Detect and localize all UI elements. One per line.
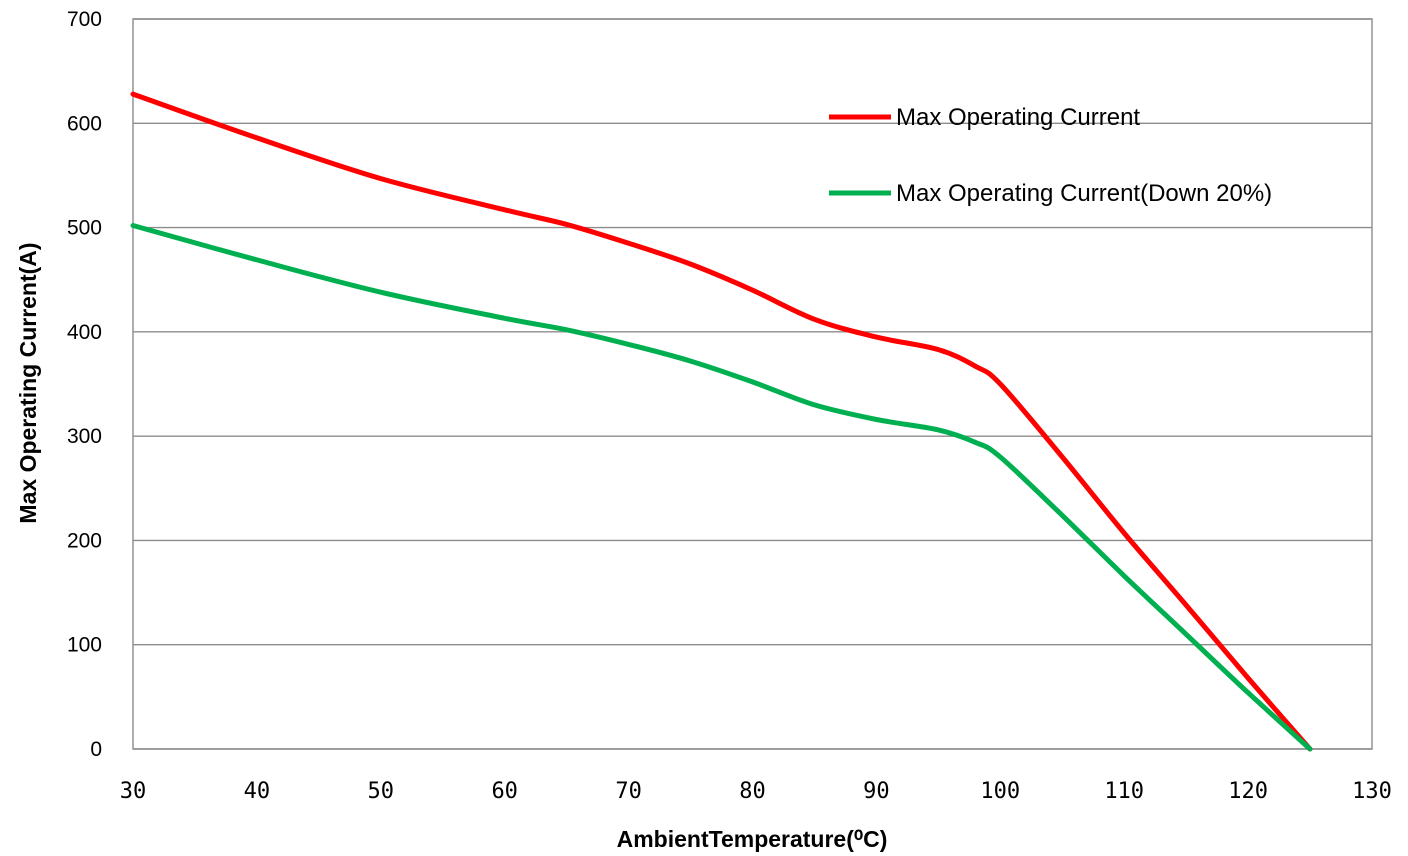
legend: Max Operating Current Max Operating Curre… xyxy=(829,104,1272,207)
y-tick-label: 200 xyxy=(67,529,102,552)
x-tick-label: 50 xyxy=(368,779,395,804)
plot-area-frame xyxy=(132,18,1373,750)
y-tick-label: 400 xyxy=(67,321,102,344)
x-tick-label: 60 xyxy=(491,779,518,804)
gridlines xyxy=(133,18,1372,750)
x-tick-label: 130 xyxy=(1352,779,1392,804)
y-tick-label: 700 xyxy=(67,8,102,31)
x-tick-label: 70 xyxy=(615,779,642,804)
series-lines xyxy=(130,91,1313,752)
x-axis-ticks: 30 40 50 60 70 80 90 100 110 120 130 xyxy=(120,779,1392,804)
y-axis-title: Max Operating Current(A) xyxy=(15,242,41,523)
x-tick-label: 40 xyxy=(244,779,271,804)
legend-label: Max Operating Current(Down 20%) xyxy=(896,180,1272,207)
legend-entry-1: Max Operating Current xyxy=(829,104,1140,131)
x-axis-title: AmbientTemperature(⁰C) xyxy=(617,826,888,852)
legend-label: Max Operating Current xyxy=(896,104,1140,131)
y-axis-ticks: 0 100 200 300 400 500 600 700 xyxy=(67,8,102,761)
x-tick-label: 100 xyxy=(980,779,1020,804)
x-tick-label: 110 xyxy=(1104,779,1144,804)
y-tick-label: 100 xyxy=(67,634,102,657)
y-tick-label: 600 xyxy=(67,112,102,135)
x-tick-label: 120 xyxy=(1228,779,1268,804)
series-line-2 xyxy=(130,223,1313,752)
legend-entry-2: Max Operating Current(Down 20%) xyxy=(829,180,1272,207)
y-tick-label: 500 xyxy=(67,217,102,240)
series-line-1 xyxy=(130,91,1313,752)
x-tick-label: 90 xyxy=(863,779,890,804)
y-tick-label: 0 xyxy=(90,738,102,761)
y-tick-label: 300 xyxy=(67,425,102,448)
x-tick-label: 80 xyxy=(739,779,766,804)
x-tick-label: 30 xyxy=(120,779,147,804)
